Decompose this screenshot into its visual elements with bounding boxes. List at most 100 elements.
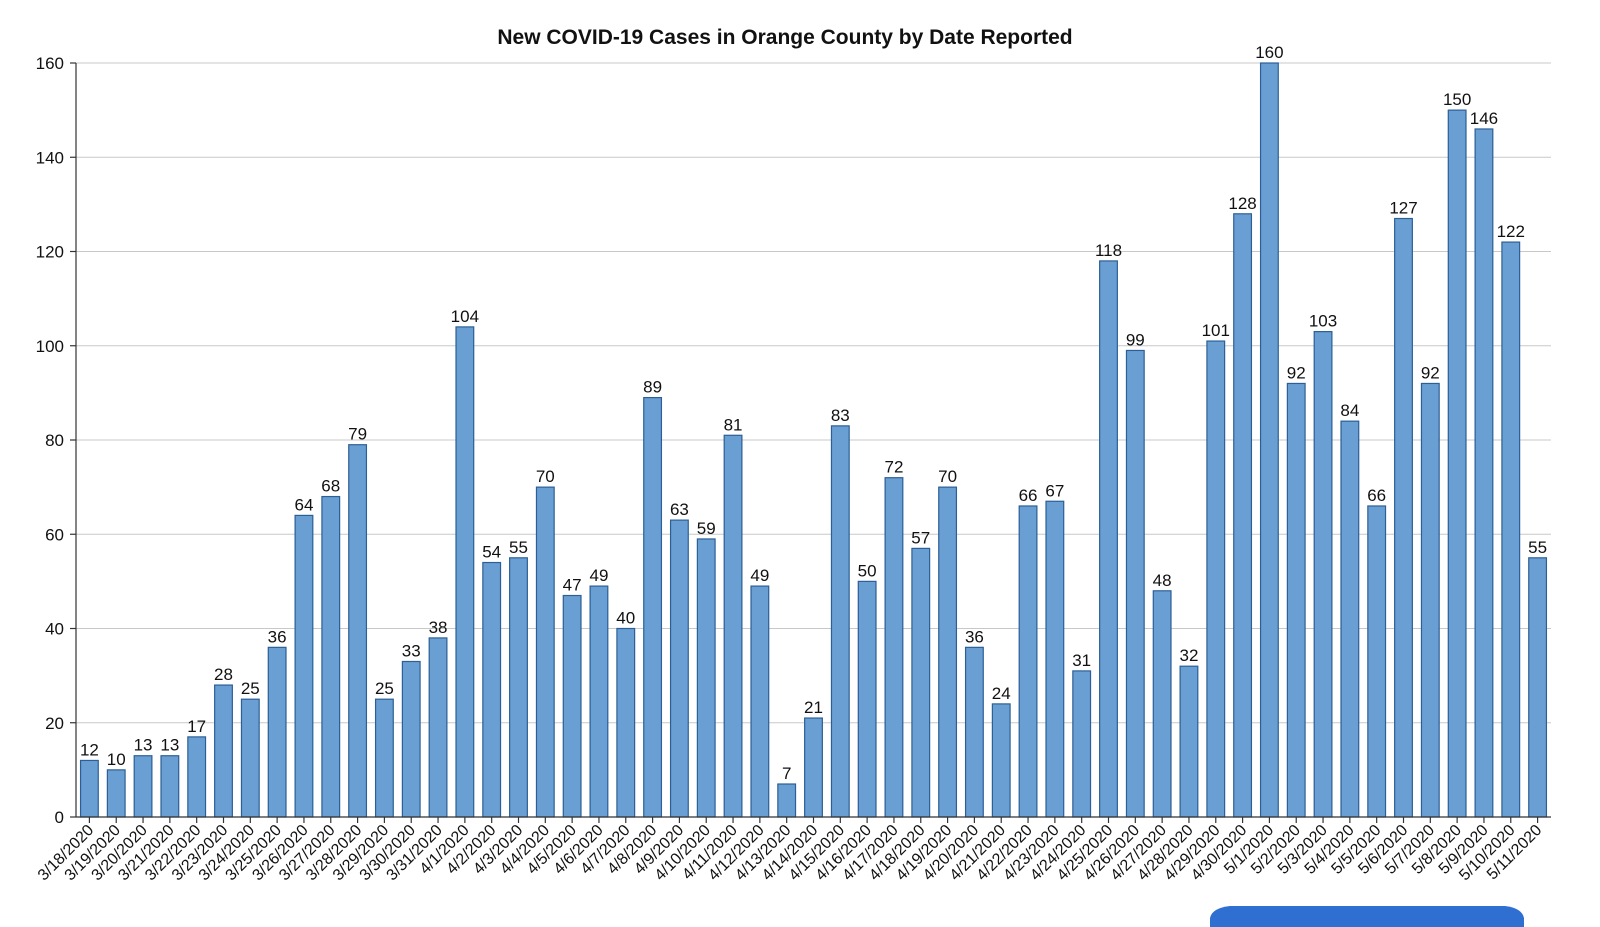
bar	[1394, 217, 1413, 818]
data-label: 55	[509, 538, 528, 557]
data-label: 89	[643, 378, 662, 397]
data-label: 92	[1287, 363, 1306, 382]
data-label: 13	[134, 736, 153, 755]
data-label: 10	[107, 750, 126, 769]
bar	[348, 444, 368, 818]
data-label: 13	[160, 736, 179, 755]
data-label: 103	[1309, 312, 1337, 331]
data-labels: 12 10 13 13 17 28 25 36 64 68 79 25 33 38 104 54 55 70 47 4…	[80, 43, 1547, 783]
bar	[643, 396, 663, 818]
bar	[428, 637, 448, 818]
data-label: 38	[429, 618, 448, 637]
data-label: 92	[1421, 363, 1440, 382]
data-label: 72	[884, 458, 903, 477]
data-label: 118	[1095, 241, 1122, 260]
data-label: 31	[1072, 651, 1091, 670]
bar	[750, 585, 770, 818]
data-label: 66	[1019, 486, 1038, 505]
bar	[79, 759, 99, 818]
bar	[1367, 505, 1387, 818]
bar	[589, 585, 609, 818]
bar	[133, 755, 153, 818]
bar	[964, 646, 984, 818]
data-label: 24	[992, 684, 1011, 703]
bar	[562, 594, 582, 818]
bar	[830, 425, 850, 818]
bar	[106, 769, 126, 818]
x-axis: 3/18/20203/19/20203/20/20203/21/20203/22…	[35, 817, 1545, 884]
data-label: 36	[965, 627, 984, 646]
y-tick-label: 120	[36, 243, 64, 262]
y-tick-label: 40	[45, 620, 64, 639]
bar	[1474, 128, 1494, 818]
y-tick-label: 60	[45, 525, 64, 544]
y-tick-label: 160	[36, 54, 64, 73]
bar	[1045, 500, 1065, 818]
bars	[79, 62, 1548, 818]
bar	[1099, 260, 1118, 818]
data-label: 36	[268, 627, 287, 646]
data-label: 146	[1470, 109, 1498, 128]
y-tick-label: 20	[45, 714, 64, 733]
data-label: 63	[670, 500, 689, 519]
data-label: 25	[375, 679, 394, 698]
data-label: 99	[1126, 330, 1145, 349]
bar	[991, 703, 1011, 818]
data-label: 49	[589, 566, 608, 585]
bar	[616, 627, 636, 818]
y-tick-label: 80	[45, 431, 64, 450]
bar	[1501, 241, 1521, 818]
bar	[1259, 62, 1279, 818]
data-label: 12	[80, 740, 99, 759]
data-label: 49	[750, 566, 769, 585]
bar	[214, 684, 233, 818]
bar	[911, 547, 931, 818]
data-label: 128	[1228, 194, 1256, 213]
data-label: 81	[724, 415, 743, 434]
bar	[804, 717, 823, 818]
y-tick-label: 0	[55, 808, 64, 827]
data-label: 54	[482, 543, 501, 562]
data-label: 59	[697, 519, 716, 538]
bar	[1206, 340, 1226, 818]
bar	[1179, 665, 1199, 818]
bar	[240, 698, 260, 818]
data-label: 57	[911, 528, 930, 547]
data-label: 67	[1045, 481, 1064, 500]
data-label: 17	[187, 717, 206, 736]
bar	[294, 514, 314, 818]
bar	[696, 538, 716, 818]
data-label: 64	[294, 495, 313, 514]
data-label: 101	[1202, 321, 1230, 340]
bar	[401, 660, 421, 818]
bar	[321, 495, 341, 818]
data-label: 104	[451, 307, 479, 326]
bar	[1072, 670, 1092, 818]
data-label: 79	[348, 425, 367, 444]
bar	[374, 698, 394, 818]
y-axis: 0 20 40 60 80 100 120 140 160	[36, 54, 76, 827]
data-label: 68	[321, 477, 340, 496]
partial-button[interactable]	[1210, 906, 1524, 927]
data-label: 150	[1443, 90, 1471, 109]
data-label: 50	[858, 561, 877, 580]
bar	[1125, 349, 1145, 818]
data-label: 127	[1389, 199, 1417, 218]
bar	[1233, 213, 1253, 818]
data-label: 55	[1528, 538, 1547, 557]
data-label: 25	[241, 679, 260, 698]
chart-title: New COVID-19 Cases in Orange County by D…	[497, 26, 1072, 49]
data-label: 32	[1179, 646, 1198, 665]
data-label: 48	[1153, 571, 1172, 590]
y-tick-label: 140	[36, 148, 64, 167]
data-label: 21	[804, 698, 823, 717]
data-label: 33	[402, 641, 421, 660]
bar	[777, 783, 797, 818]
bar	[187, 736, 207, 818]
bar	[1018, 505, 1038, 818]
bar	[857, 580, 877, 818]
data-label: 70	[536, 467, 555, 486]
bar	[669, 519, 689, 818]
bar	[535, 486, 555, 818]
